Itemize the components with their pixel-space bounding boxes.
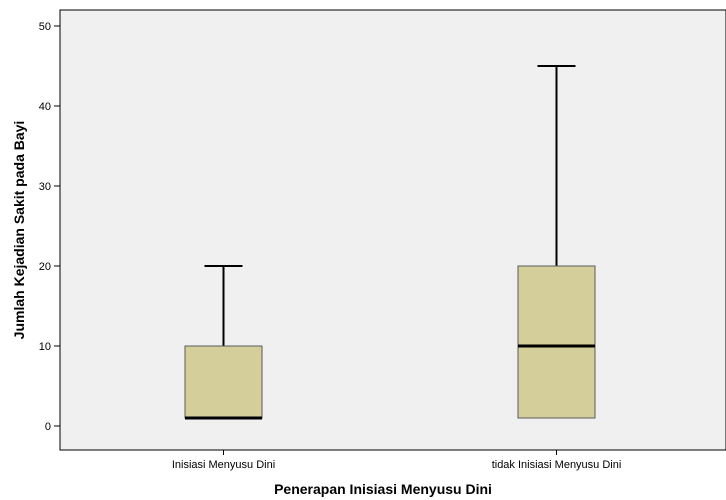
y-axis-title: Jumlah Kejadian Sakit pada Bayi — [11, 121, 27, 340]
box-plot-item — [517, 65, 596, 419]
x-axis: Inisiasi Menyusu Dini tidak Inisiasi Meny… — [172, 450, 621, 471]
y-tick-label: 20 — [39, 261, 51, 273]
iqr-box — [517, 265, 596, 419]
box-plot-item — [184, 265, 263, 420]
y-tick-label: 50 — [39, 21, 51, 33]
boxes-group — [184, 65, 596, 420]
y-tick-label: 40 — [39, 101, 51, 113]
y-tick-label: 0 — [45, 421, 51, 433]
x-category-label: Inisiasi Menyusu Dini — [172, 459, 275, 471]
y-tick-label: 30 — [39, 181, 51, 193]
y-axis: 0 10 20 30 40 50 — [39, 21, 60, 433]
x-axis-title: Penerapan Inisiasi Menyusu Dini — [274, 481, 492, 497]
x-category-label: tidak Inisiasi Menyusu Dini — [492, 459, 622, 471]
plot-area — [59, 9, 726, 451]
iqr-box — [184, 345, 263, 419]
y-tick-label: 10 — [39, 341, 51, 353]
